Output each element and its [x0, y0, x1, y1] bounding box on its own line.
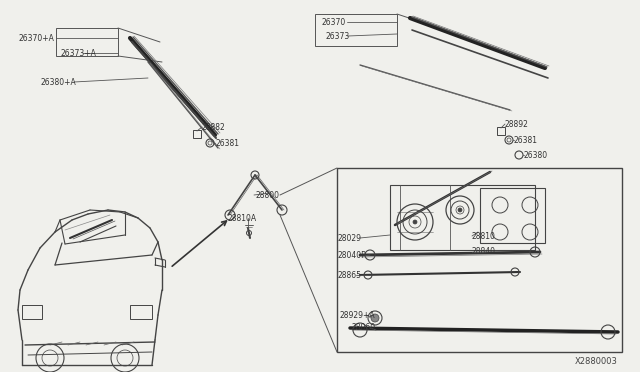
Bar: [497, 127, 505, 135]
Text: 26370: 26370: [322, 17, 346, 26]
Bar: [56, 28, 118, 56]
Text: 28929+A: 28929+A: [340, 311, 376, 320]
Bar: [130, 305, 152, 319]
Bar: [315, 14, 397, 46]
Bar: [22, 305, 42, 319]
Text: 28810A: 28810A: [228, 214, 257, 222]
Circle shape: [371, 314, 379, 322]
Text: 28040P: 28040P: [338, 251, 367, 260]
Bar: [193, 130, 201, 138]
Circle shape: [458, 208, 462, 212]
Bar: [390, 185, 535, 250]
Text: 26380+A: 26380+A: [40, 77, 76, 87]
Text: 26373+A: 26373+A: [60, 48, 96, 58]
Text: 26381: 26381: [514, 135, 538, 144]
Text: 28882: 28882: [202, 122, 226, 131]
Text: 28800: 28800: [256, 190, 280, 199]
Text: 26373: 26373: [326, 32, 350, 41]
Text: 26370+A: 26370+A: [18, 33, 54, 42]
Circle shape: [413, 220, 417, 224]
Text: X2880003: X2880003: [575, 357, 618, 366]
Text: 26380: 26380: [524, 151, 548, 160]
Text: 28892: 28892: [505, 119, 529, 128]
Text: 28865: 28865: [338, 270, 362, 279]
Bar: [337, 168, 622, 352]
Text: 26381: 26381: [215, 138, 239, 148]
Bar: [480, 188, 545, 243]
Text: 28029: 28029: [338, 234, 362, 243]
Text: 28840: 28840: [472, 247, 496, 257]
Text: 28060: 28060: [352, 324, 376, 333]
Text: 28810: 28810: [472, 231, 496, 241]
